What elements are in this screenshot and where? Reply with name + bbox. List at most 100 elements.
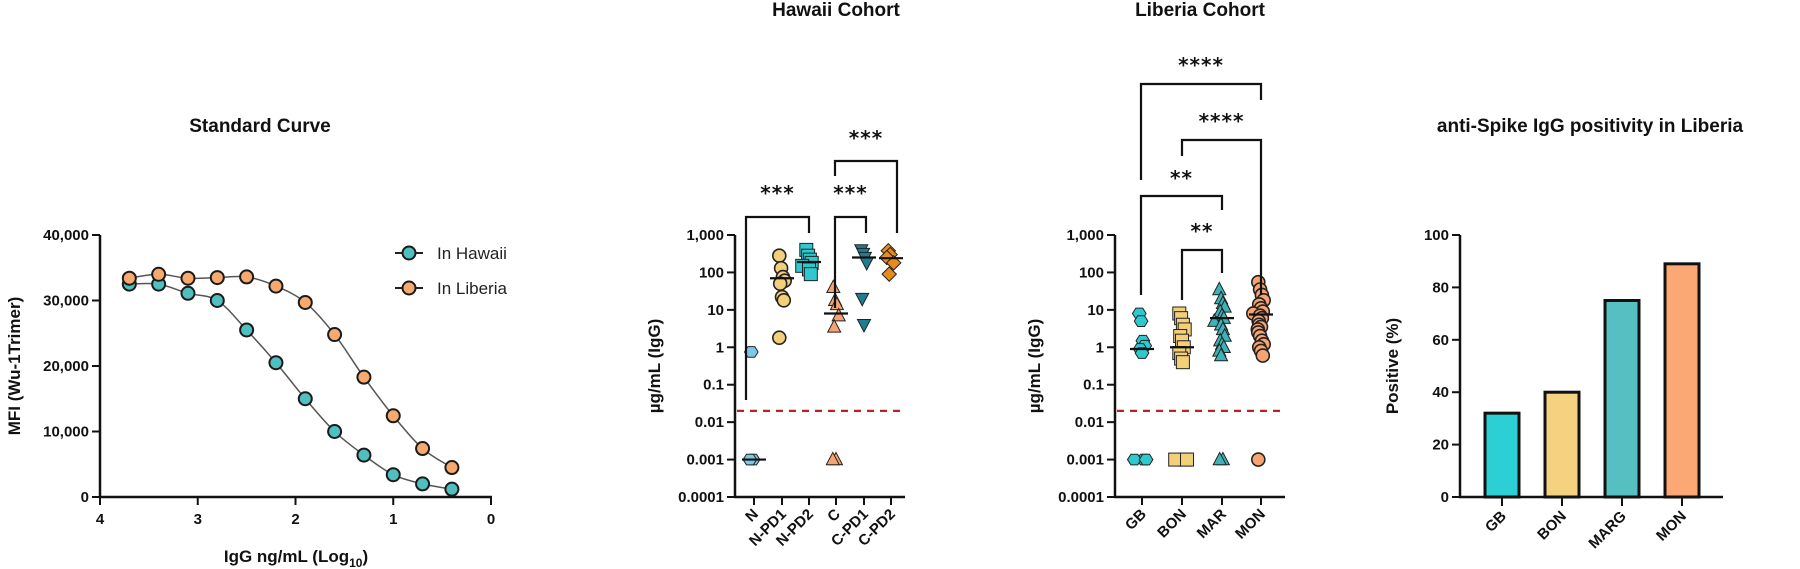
hawaii-cohort-title: Hawaii Cohort	[772, 0, 900, 21]
y-tick-label: 40,000	[43, 227, 89, 244]
data-point	[825, 451, 841, 466]
data-point	[385, 467, 401, 483]
y-tick-label: 10	[707, 302, 724, 319]
data-point	[771, 248, 787, 263]
y-tick-label: 20,000	[43, 358, 89, 375]
x-tick-label: MAR	[1194, 506, 1230, 542]
data-point	[831, 307, 847, 322]
x-tick-label: 4	[96, 511, 105, 528]
y-tick-label: 100	[1079, 264, 1104, 281]
data-point	[1133, 315, 1149, 327]
bar-bon	[1543, 390, 1581, 499]
significance-label: **	[1170, 166, 1193, 190]
data-point	[1255, 348, 1271, 363]
bar-marg	[1603, 299, 1641, 499]
y-tick-label: 100	[1424, 227, 1449, 244]
data-point	[415, 476, 431, 492]
liberia-cohort-plot: 0.0001 0.001 0.01 0.1 1 10 100 1,000 GB BON MAR MON…	[1058, 53, 1285, 543]
standard-curve-legend: In Hawaii In Liberia	[395, 244, 507, 298]
positivity-ylabel: Positive (%)	[1383, 318, 1402, 414]
data-point	[1212, 451, 1228, 466]
fit-curve-in-liberia	[129, 273, 453, 469]
y-tick-label: 0	[1441, 489, 1449, 506]
data-point	[856, 319, 872, 333]
legend-label: In Liberia	[437, 279, 507, 298]
y-tick-label: 0.1	[1083, 377, 1104, 394]
significance-label: ***	[760, 181, 794, 205]
x-tick-label: BON	[1154, 506, 1190, 542]
legend-marker	[401, 280, 417, 296]
hawaii-cohort-ylabel: µg/mL (IgG)	[645, 319, 664, 413]
x-tick-label: MARG	[1585, 508, 1629, 552]
liberia-cohort-ylabel: µg/mL (IgG)	[1025, 319, 1044, 413]
data-point	[327, 327, 343, 343]
x-tick-label: 3	[194, 511, 202, 528]
legend-marker	[401, 245, 417, 261]
y-tick-label: 1	[716, 339, 724, 356]
data-point	[1134, 347, 1150, 359]
data-point	[415, 441, 431, 457]
liberia-cohort-panel: Liberia Cohort µg/mL (IgG) 0.00010.0010.…	[1025, 0, 1285, 543]
data-point	[151, 266, 167, 282]
data-point	[444, 460, 460, 476]
data-point	[1138, 453, 1154, 466]
y-tick-label: 1,000	[686, 227, 724, 244]
x-tick-label: MON	[1653, 508, 1690, 545]
data-point	[1180, 452, 1194, 467]
data-point	[327, 424, 343, 439]
significance-bracket	[744, 215, 811, 400]
y-tick-label: 1,000	[1066, 227, 1104, 244]
data-point	[1168, 452, 1183, 467]
data-point	[239, 322, 255, 338]
data-point	[854, 292, 870, 307]
y-tick-label: 40	[1432, 384, 1449, 401]
hawaii-cohort-plot: 0.00010.0010.010.11101001,000NN-PD1N-PD2…	[678, 126, 905, 550]
data-point	[121, 270, 137, 286]
significance-label: ****	[1199, 109, 1245, 133]
data-point	[444, 481, 460, 497]
x-tick-label: MON	[1232, 506, 1269, 543]
data-point	[297, 294, 313, 310]
data-point	[1213, 347, 1229, 362]
data-point	[356, 447, 372, 463]
data-point	[803, 267, 818, 282]
data-point	[1175, 355, 1190, 370]
data-point	[1206, 312, 1222, 327]
standard-curve-points	[121, 266, 460, 497]
data-point	[356, 369, 372, 385]
significance-bracket	[1180, 138, 1263, 295]
xlabel-close: )	[362, 547, 368, 566]
significance-bracket	[833, 215, 868, 308]
y-tick-label: 20	[1432, 437, 1449, 454]
x-tick-label: N	[742, 506, 762, 526]
liberia-cohort-title: Liberia Cohort	[1135, 0, 1266, 21]
y-tick-label: 0	[81, 489, 89, 506]
significance-label: ***	[833, 181, 867, 205]
significance-bracket	[833, 159, 899, 233]
standard-curve-ylabel: MFI (Wu-1Trimer)	[5, 297, 24, 436]
data-point	[385, 408, 401, 424]
positivity-title: anti-Spike IgG positivity in Liberia	[1437, 116, 1744, 137]
y-tick-label: 0.001	[686, 452, 724, 469]
y-tick-label: 10	[1087, 302, 1104, 319]
y-tick-label: 80	[1432, 279, 1449, 296]
significance-bracket	[1139, 194, 1224, 295]
bar-gb	[1483, 411, 1521, 499]
x-tick-label: GB	[1482, 508, 1510, 536]
y-tick-label: 0.1	[703, 377, 724, 394]
fit-curve-in-hawaii	[129, 282, 453, 490]
x-tick-label: GB	[1122, 506, 1150, 534]
standard-curve-fits	[129, 273, 453, 490]
y-tick-label: 0.0001	[1058, 489, 1104, 506]
significance-bracket	[1139, 82, 1263, 180]
positivity-plot: 0 20 40 60 80 100 GB BON MARG MON	[1424, 227, 1723, 552]
x-tick-label: C	[824, 506, 844, 526]
x-tick-label: 1	[389, 511, 397, 528]
data-point	[180, 270, 196, 286]
data-point	[859, 257, 875, 272]
y-tick-label: 10,000	[43, 424, 89, 441]
significance-label: **	[1191, 219, 1214, 243]
legend-label: In Hawaii	[437, 244, 507, 263]
standard-curve-xlabel: IgG ng/mL (Log10)	[224, 547, 368, 569]
data-point	[297, 391, 313, 407]
